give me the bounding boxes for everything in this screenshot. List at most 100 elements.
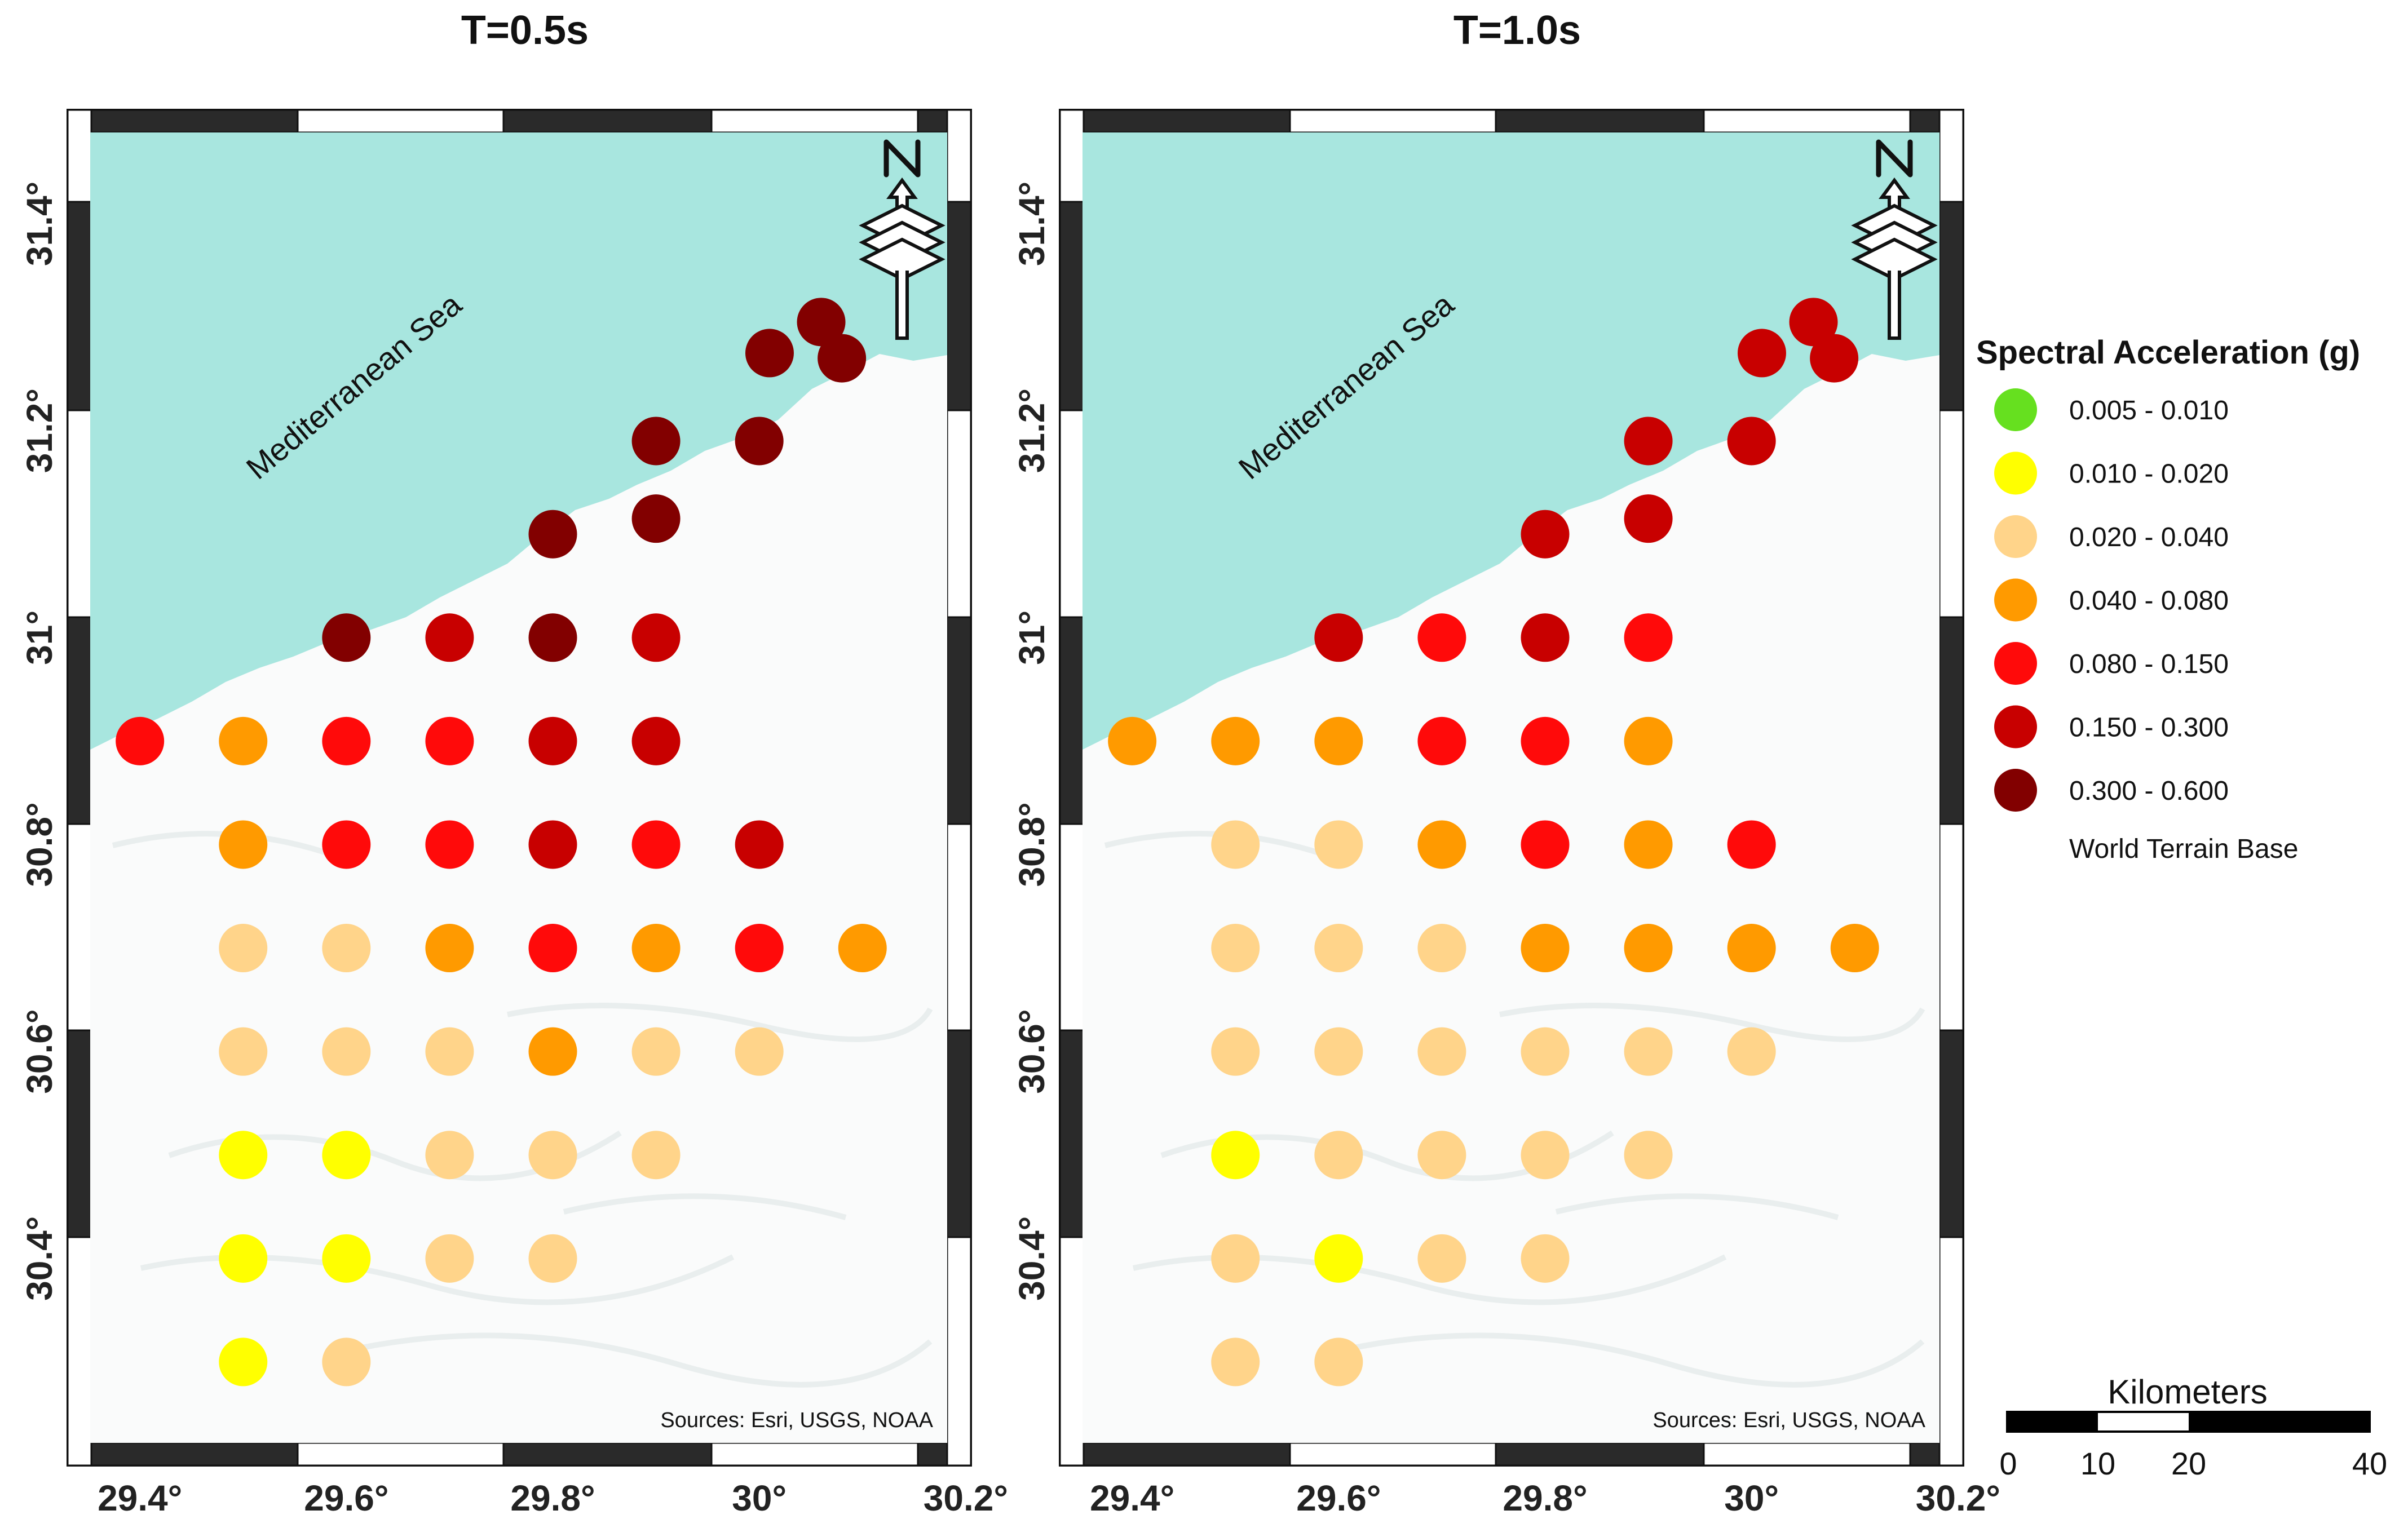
frame-segment (1938, 201, 1964, 411)
data-points (116, 298, 887, 1387)
frame-segment (1059, 823, 1085, 1031)
site-point (1521, 510, 1570, 559)
site-point (322, 1131, 371, 1180)
site-point (735, 1027, 784, 1076)
site-point (631, 924, 681, 973)
site-point (1727, 417, 1776, 466)
terrain-texture (1329, 1332, 1925, 1388)
lat-tick-label: 31.2° (1011, 388, 1052, 473)
frame-segment (1289, 1442, 1497, 1467)
terrain-texture (507, 1003, 933, 1042)
frame-segment (946, 1236, 972, 1467)
legend-swatch (1994, 451, 2037, 495)
frame-segment (946, 1029, 972, 1238)
site-point (322, 716, 371, 765)
map-title: T=0.5s (461, 8, 589, 53)
site-point (1727, 820, 1776, 869)
site-point (425, 1131, 474, 1180)
legend: Spectral Acceleration (g) 0.005 - 0.0100… (1976, 334, 2360, 864)
site-point (322, 1027, 371, 1076)
site-point (425, 924, 474, 973)
lon-tick-label: 30.2° (1916, 1478, 2000, 1518)
site-point (735, 924, 784, 973)
site-point (1521, 1131, 1570, 1180)
frame-segment (1059, 616, 1085, 825)
lon-tick-label: 29.6° (304, 1478, 388, 1518)
site-point (219, 924, 268, 973)
site-point (1211, 1234, 1260, 1283)
site-point (1521, 1234, 1570, 1283)
site-point (1830, 924, 1879, 973)
frame-segment (1495, 1442, 1705, 1467)
scale-bar-segment-0-10 (2007, 1412, 2098, 1432)
frame-segment (1495, 109, 1705, 134)
site-point (219, 1027, 268, 1076)
site-point (322, 1234, 371, 1283)
lat-tick-label: 31.4° (1011, 181, 1052, 266)
lat-tick-label: 30.8° (1011, 802, 1052, 887)
site-point (425, 820, 474, 869)
data-points (1108, 298, 1879, 1387)
frame-segment (710, 109, 919, 134)
map-title: T=1.0s (1453, 8, 1581, 53)
site-point (1314, 1337, 1363, 1387)
north-arrow-icon (1851, 139, 1938, 340)
terrain-texture (1499, 1003, 1925, 1042)
site-point (631, 1027, 681, 1076)
site-point (838, 924, 887, 973)
site-point (528, 820, 577, 869)
site-point (631, 613, 681, 662)
site-point (1521, 613, 1570, 662)
frame-segment (946, 409, 972, 618)
site-point (1108, 716, 1157, 765)
site-point (219, 1337, 268, 1387)
lon-tick-label: 30° (1724, 1478, 1779, 1518)
frame-segment (67, 109, 299, 134)
site-point (219, 820, 268, 869)
frame-segment (1059, 1029, 1085, 1238)
frame-segment (67, 616, 92, 825)
lon-tick-label: 29.4° (1090, 1478, 1174, 1518)
scale-bar-segment-20-40 (2189, 1412, 2370, 1432)
frame-segment (67, 823, 92, 1031)
site-point (1624, 613, 1673, 662)
frame-segment (297, 1442, 505, 1467)
site-point (322, 924, 371, 973)
terrain-texture (563, 1193, 847, 1220)
frame-segment (67, 109, 92, 203)
frame-segment (1059, 109, 1085, 203)
site-point (631, 1131, 681, 1180)
site-point (1314, 613, 1363, 662)
frame-segment (1059, 109, 1291, 134)
site-point (1417, 1234, 1466, 1283)
lat-tick-label: 31.4° (19, 181, 60, 266)
site-point (797, 298, 846, 347)
scale-bar-tick-20: 20 (2171, 1446, 2206, 1481)
site-point (1624, 716, 1673, 765)
lat-tick-label: 31.2° (19, 388, 60, 473)
terrain-texture (337, 1332, 933, 1388)
site-point (1417, 1027, 1466, 1076)
site-point (528, 1027, 577, 1076)
frame-segment (67, 201, 92, 411)
legend-label: 0.150 - 0.300 (2069, 713, 2229, 743)
site-point (1810, 334, 1859, 383)
site-point (1417, 820, 1466, 869)
site-point (1624, 924, 1673, 973)
site-point (1314, 1234, 1363, 1283)
legend-label: 0.020 - 0.040 (2069, 522, 2229, 552)
scale-bar-tick-0: 0 (1999, 1446, 2017, 1481)
frame-segment (1059, 201, 1085, 411)
frame-segment (946, 109, 972, 203)
site-point (1521, 924, 1570, 973)
site-point (219, 1234, 268, 1283)
site-point (528, 613, 577, 662)
site-point (528, 1131, 577, 1180)
site-point (1417, 1131, 1466, 1180)
scale-bar-tick-40: 40 (2352, 1446, 2387, 1481)
lon-tick-label: 29.8° (1503, 1478, 1587, 1518)
sea-area (1083, 132, 1939, 750)
frame-segment (1703, 109, 1911, 134)
site-point (1624, 494, 1673, 543)
